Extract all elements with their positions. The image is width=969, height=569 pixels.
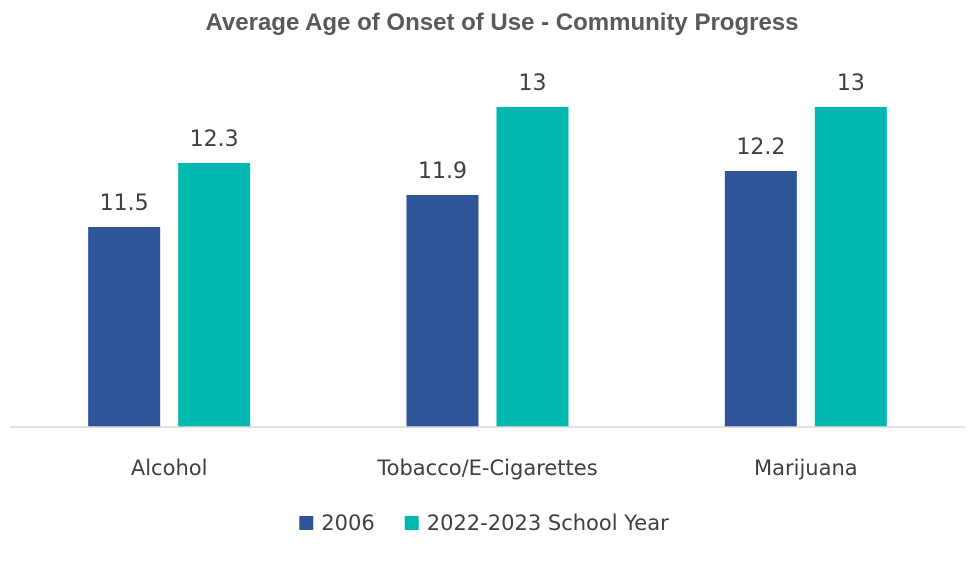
bar-alcohol-series-1 xyxy=(178,163,251,427)
data-label: 11.9 xyxy=(418,159,467,184)
labels-layer: 11.5 12.3 Alcohol 11.9 13 Tobacco/E-Cigarette… xyxy=(100,71,865,480)
bar-tobacco-e-cigarettes-series-0 xyxy=(406,195,479,427)
legend-label: 2006 xyxy=(321,511,374,535)
legend: 2006 2022-2023 School Year xyxy=(299,511,669,535)
data-label: 13 xyxy=(837,71,865,96)
chart-title: Average Age of Onset of Use - Community … xyxy=(205,9,798,36)
category-label: Marijuana xyxy=(754,456,858,480)
data-label: 13 xyxy=(519,71,547,96)
legend-swatch xyxy=(404,516,419,530)
legend-swatch xyxy=(299,516,314,530)
bars-layer xyxy=(88,107,887,427)
bar-alcohol-series-0 xyxy=(88,227,161,427)
data-label: 12.3 xyxy=(190,127,239,152)
bar-marijuana-series-0 xyxy=(724,171,797,427)
bar-marijuana-series-1 xyxy=(814,107,887,427)
data-label: 11.5 xyxy=(100,191,149,216)
bar-tobacco-e-cigarettes-series-1 xyxy=(496,107,569,427)
category-label: Alcohol xyxy=(131,456,208,480)
data-label: 12.2 xyxy=(736,135,785,160)
legend-label: 2022-2023 School Year xyxy=(427,511,669,535)
category-label: Tobacco/E-Cigarettes xyxy=(376,456,597,480)
